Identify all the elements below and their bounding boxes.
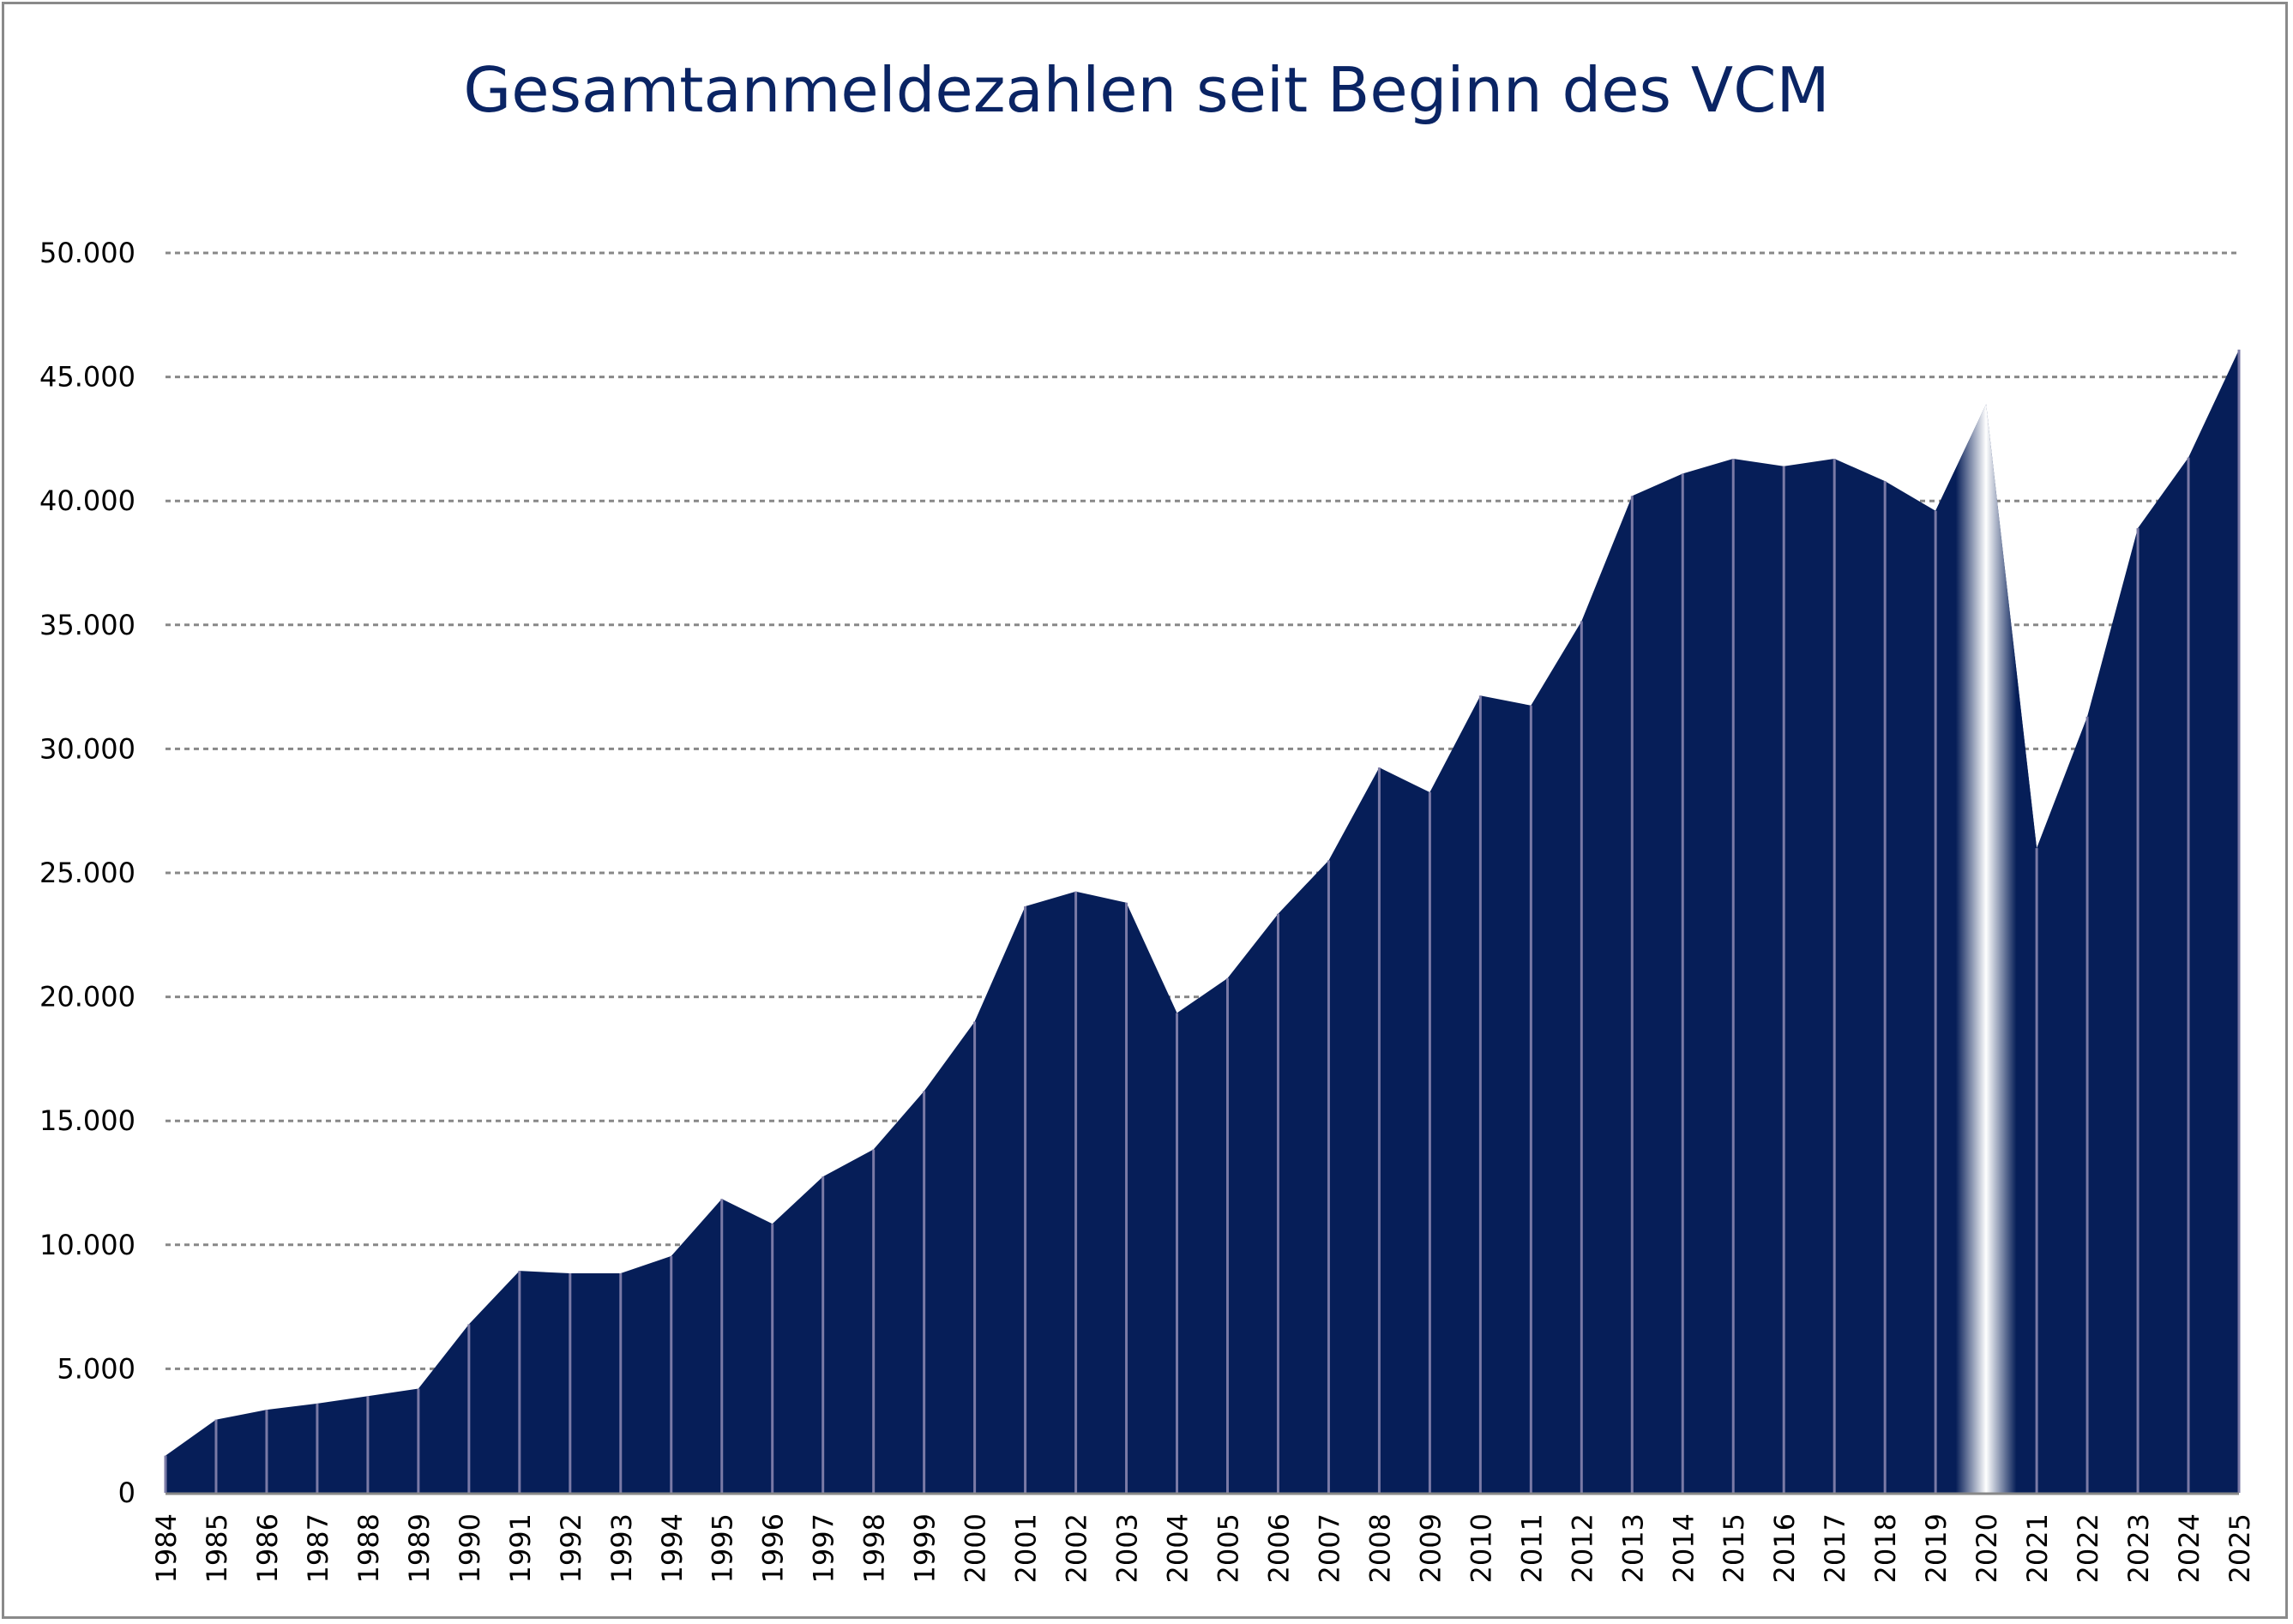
y-tick-label: 30.000 (39, 732, 135, 765)
x-tick-label: 1999 (909, 1513, 942, 1583)
y-tick-label: 5.000 (57, 1352, 135, 1385)
x-tick-label: 2011 (1515, 1513, 1548, 1583)
x-tick-label: 2021 (2021, 1513, 2054, 1583)
x-tick-label: 2001 (1010, 1513, 1043, 1583)
x-tick-label: 2020 (1971, 1513, 2003, 1583)
x-tick-label: 2006 (1262, 1513, 1295, 1583)
x-tick-label: 1993 (605, 1513, 638, 1583)
x-tick-label: 2012 (1566, 1513, 1598, 1583)
x-tick-label: 1990 (454, 1513, 486, 1583)
x-tick-label: 2018 (1869, 1513, 1902, 1583)
area-fill (166, 349, 2239, 1494)
x-tick-label: 2007 (1313, 1513, 1345, 1583)
highlight-area-2020 (1935, 404, 2037, 1493)
x-tick-label: 2013 (1616, 1513, 1649, 1583)
x-tick-label: 1994 (656, 1513, 689, 1583)
y-tick-label: 10.000 (39, 1229, 135, 1261)
y-tick-label: 15.000 (39, 1104, 135, 1137)
x-tick-label: 1995 (707, 1513, 739, 1583)
x-tick-label: 2016 (1768, 1513, 1801, 1583)
x-tick-label: 2017 (1819, 1513, 1851, 1583)
y-tick-label: 40.000 (39, 484, 135, 517)
x-tick-label: 2000 (960, 1513, 992, 1583)
x-tick-label: 2002 (1061, 1513, 1093, 1583)
x-tick-label: 1997 (808, 1513, 840, 1583)
y-tick-label: 50.000 (39, 237, 135, 269)
x-tick-label: 2022 (2072, 1513, 2104, 1583)
x-tick-label: 2014 (1667, 1513, 1700, 1583)
x-tick-label: 2003 (1111, 1513, 1144, 1583)
x-tick-label: 2009 (1414, 1513, 1447, 1583)
chart-title: Gesamtanmeldezahlen seit Beginn des VCM (463, 54, 1829, 126)
y-tick-label: 45.000 (39, 361, 135, 394)
x-tick-label: 2005 (1212, 1513, 1244, 1583)
y-tick-label: 20.000 (39, 981, 135, 1013)
y-tick-label: 0 (118, 1477, 135, 1509)
x-tick-label: 2010 (1465, 1513, 1497, 1583)
x-tick-label: 1987 (302, 1513, 334, 1583)
x-tick-label: 1985 (201, 1513, 233, 1583)
x-tick-label: 2015 (1718, 1513, 1750, 1583)
x-tick-label: 1986 (251, 1513, 284, 1583)
x-tick-label: 2004 (1162, 1513, 1195, 1583)
x-tick-label: 1988 (352, 1513, 385, 1583)
y-tick-label: 25.000 (39, 857, 135, 889)
x-tick-label: 2008 (1363, 1513, 1396, 1583)
y-tick-label: 35.000 (39, 609, 135, 641)
x-tick-label: 1989 (403, 1513, 436, 1583)
x-tick-label: 2025 (2224, 1513, 2256, 1583)
x-tick-label: 2019 (1920, 1513, 1953, 1583)
x-tick-label: 2024 (2173, 1513, 2206, 1583)
x-tick-label: 1991 (504, 1513, 537, 1583)
x-tick-label: 1992 (555, 1513, 587, 1583)
x-tick-label: 1996 (757, 1513, 790, 1583)
x-tick-label: 2023 (2122, 1513, 2155, 1583)
x-tick-label: 1984 (150, 1513, 183, 1583)
x-tick-label: 1998 (858, 1513, 891, 1583)
